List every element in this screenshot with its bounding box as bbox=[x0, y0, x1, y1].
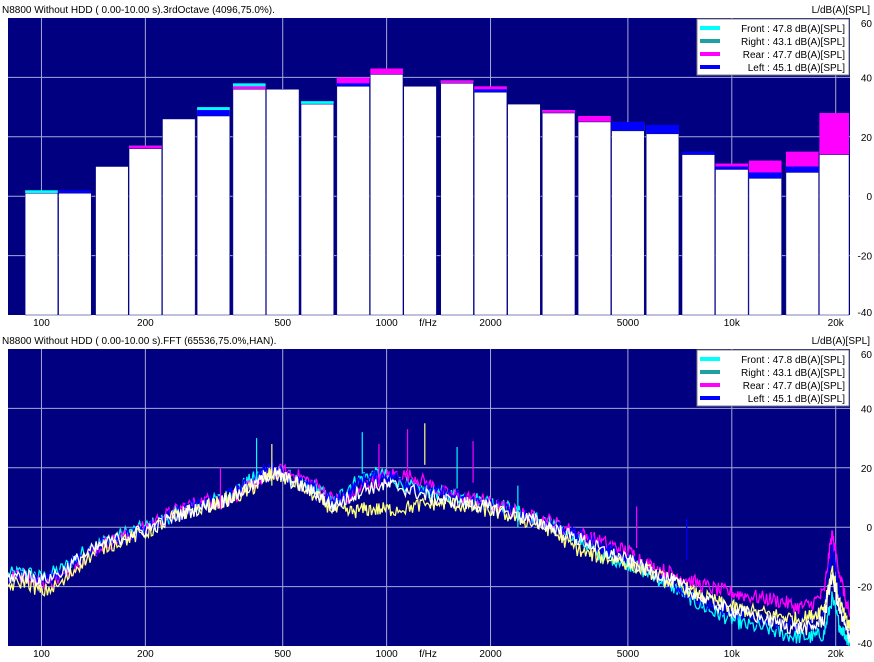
bar-right bbox=[507, 103, 541, 316]
bar-right bbox=[473, 92, 508, 316]
chart-header: N8800 Without HDD ( 0.00-10.00 s).3rdOct… bbox=[0, 4, 874, 18]
legend-box bbox=[696, 349, 850, 407]
x-tick-label: 100 bbox=[33, 649, 50, 660]
bar-right bbox=[748, 178, 782, 316]
bar-right bbox=[715, 169, 749, 316]
x-tick-label: 5000 bbox=[617, 318, 640, 329]
bar-right bbox=[128, 148, 162, 316]
y-tick-label: 20 bbox=[861, 133, 873, 144]
bar-right bbox=[819, 154, 850, 316]
legend-entry: Front : 47.8 dB(A)[SPL] bbox=[741, 355, 845, 366]
x-tick-label: 2000 bbox=[479, 649, 502, 660]
x-tick-label: 20k bbox=[828, 649, 845, 660]
fft-line-chart: Front : 47.8 dB(A)[SPL] Right : 43.1 dB(A… bbox=[8, 349, 873, 660]
bar-right bbox=[645, 133, 680, 316]
legend-swatch bbox=[700, 52, 720, 56]
legend-entry: Front : 47.8 dB(A)[SPL] bbox=[741, 24, 845, 35]
y-axis-label: L/dB(A)[SPL] bbox=[811, 5, 870, 16]
chart-title: N8800 Without HDD ( 0.00-10.00 s).FFT (6… bbox=[2, 336, 277, 347]
bar-right bbox=[266, 89, 300, 316]
bar-right bbox=[403, 86, 437, 316]
x-tick-label: 1000 bbox=[376, 649, 399, 660]
y-tick-label: 20 bbox=[861, 464, 873, 475]
bar-right bbox=[440, 83, 474, 316]
fft-chart-panel: N8800 Without HDD ( 0.00-10.00 s).FFT (6… bbox=[0, 331, 874, 662]
x-tick-label: 10k bbox=[724, 649, 741, 660]
y-tick-label: -40 bbox=[858, 639, 873, 650]
bar-right bbox=[232, 89, 266, 316]
legend-swatch bbox=[700, 26, 720, 30]
legend-box bbox=[696, 18, 850, 76]
legend-entry: Right : 43.1 dB(A)[SPL] bbox=[741, 368, 845, 379]
chart-title: N8800 Without HDD ( 0.00-10.00 s).3rdOct… bbox=[2, 5, 275, 16]
series-line-combined bbox=[8, 467, 850, 643]
bar-right bbox=[370, 74, 404, 316]
bar-right bbox=[58, 192, 92, 316]
y-tick-label: 60 bbox=[861, 350, 873, 361]
legend-swatch bbox=[700, 39, 720, 43]
bar-right bbox=[162, 118, 196, 316]
y-tick-label: 0 bbox=[866, 523, 872, 534]
x-tick-label: 500 bbox=[274, 318, 291, 329]
legend: Front : 47.8 dB(A)[SPL] Right : 43.1 dB(A… bbox=[696, 349, 850, 407]
x-tick-label: 20k bbox=[828, 318, 845, 329]
y-axis-label: L/dB(A)[SPL] bbox=[811, 336, 870, 347]
bar-right bbox=[300, 103, 334, 316]
y-tick-label: -40 bbox=[858, 308, 873, 319]
x-axis-label: f/Hz bbox=[419, 318, 437, 329]
octave-bar-chart: Front : 47.8 dB(A)[SPL] Right : 43.1 dB(A… bbox=[8, 18, 873, 329]
legend-swatch bbox=[700, 357, 720, 361]
legend: Front : 47.8 dB(A)[SPL] Right : 43.1 dB(A… bbox=[696, 18, 850, 76]
legend-swatch bbox=[700, 396, 720, 400]
x-tick-label: 200 bbox=[137, 318, 154, 329]
legend-entry: Left : 45.1 dB(A)[SPL] bbox=[748, 63, 845, 74]
y-tick-label: 40 bbox=[861, 73, 873, 84]
legend-entry: Rear : 47.7 dB(A)[SPL] bbox=[743, 381, 845, 392]
bar-right bbox=[785, 172, 819, 316]
bar-right bbox=[542, 112, 576, 316]
chart-header: N8800 Without HDD ( 0.00-10.00 s).FFT (6… bbox=[0, 335, 874, 349]
x-axis-label: f/Hz bbox=[419, 649, 437, 660]
legend-swatch bbox=[700, 65, 720, 69]
x-tick-label: 5000 bbox=[617, 649, 640, 660]
legend-swatch bbox=[700, 370, 720, 374]
x-tick-label: 100 bbox=[33, 318, 50, 329]
x-tick-label: 1000 bbox=[376, 318, 399, 329]
bar-right bbox=[95, 166, 129, 316]
x-tick-label: 10k bbox=[724, 318, 741, 329]
bar-right bbox=[196, 115, 231, 316]
y-tick-label: -20 bbox=[858, 583, 873, 594]
legend-swatch bbox=[700, 383, 720, 387]
bar-right bbox=[336, 86, 370, 316]
x-tick-label: 200 bbox=[137, 649, 154, 660]
y-tick-label: 40 bbox=[861, 404, 873, 415]
bar-right bbox=[681, 154, 715, 316]
y-tick-label: -20 bbox=[858, 252, 873, 263]
bar-right bbox=[577, 121, 612, 316]
x-tick-label: 500 bbox=[274, 649, 291, 660]
legend-entry: Right : 43.1 dB(A)[SPL] bbox=[741, 37, 845, 48]
x-tick-label: 2000 bbox=[479, 318, 502, 329]
legend-entry: Rear : 47.7 dB(A)[SPL] bbox=[743, 50, 845, 61]
y-tick-label: 60 bbox=[861, 19, 873, 30]
y-tick-label: 0 bbox=[866, 192, 872, 203]
bar-right bbox=[24, 192, 59, 316]
bar-right bbox=[611, 130, 645, 316]
octave-chart-panel: N8800 Without HDD ( 0.00-10.00 s).3rdOct… bbox=[0, 4, 874, 329]
legend-entry: Left : 45.1 dB(A)[SPL] bbox=[748, 394, 845, 405]
